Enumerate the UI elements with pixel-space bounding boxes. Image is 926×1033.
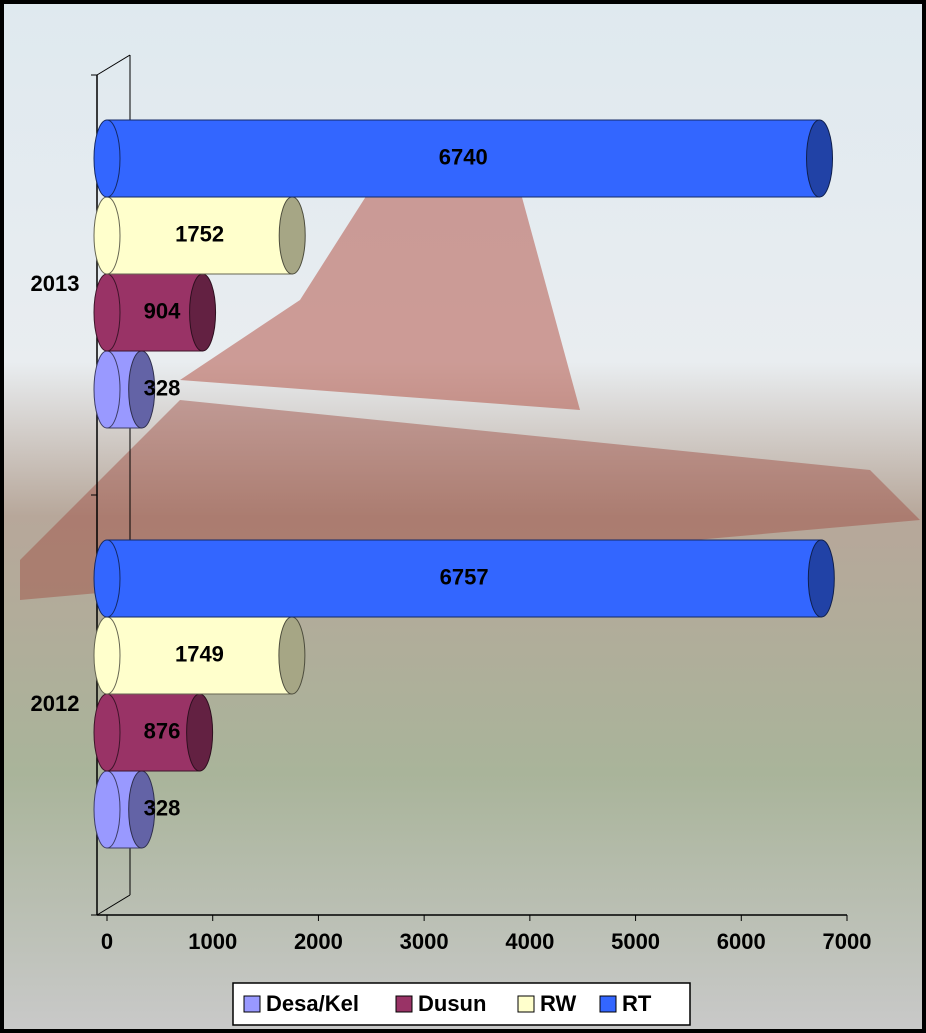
bar-left-cap: [93, 350, 121, 429]
value-label: 328: [144, 795, 181, 820]
bar-end-cap: [278, 616, 306, 695]
legend-swatch: [243, 995, 261, 1013]
value-label: 6757: [440, 564, 489, 589]
bar: [106, 273, 204, 352]
bar-left-cap: [93, 770, 121, 849]
x-tick-label: 5000: [611, 929, 660, 954]
x-tick-label: 2000: [294, 929, 343, 954]
bar-left-cap: [93, 119, 121, 198]
roof-shape: [180, 190, 580, 410]
x-tick-label: 7000: [823, 929, 872, 954]
x-tick-label: 3000: [400, 929, 449, 954]
legend-label: Desa/Kel: [266, 991, 359, 1016]
bar: [106, 616, 293, 695]
value-label: 876: [144, 718, 181, 743]
value-label: 904: [144, 298, 181, 323]
bar-end-cap: [189, 273, 217, 352]
bar-left-cap: [93, 616, 121, 695]
x-tick-label: 1000: [188, 929, 237, 954]
legend-label: Dusun: [418, 991, 486, 1016]
axis-wall: [96, 894, 131, 916]
axis-wall: [96, 54, 131, 76]
bar-end-cap: [807, 539, 835, 618]
value-label: 1749: [175, 641, 224, 666]
bar-end-cap: [186, 693, 214, 772]
bar-left-cap: [93, 196, 121, 275]
legend-swatch: [517, 995, 535, 1013]
bar-left-cap: [93, 539, 121, 618]
value-label: 328: [144, 375, 181, 400]
value-label: 1752: [175, 221, 224, 246]
legend-swatch: [599, 995, 617, 1013]
x-tick-label: 0: [101, 929, 113, 954]
y-tick-label: 2013: [31, 271, 80, 296]
bar: [106, 119, 821, 198]
bar: [106, 196, 293, 275]
legend-label: RW: [540, 991, 576, 1016]
bar-left-cap: [93, 273, 121, 352]
legend-swatch: [395, 995, 413, 1013]
bar-left-cap: [93, 693, 121, 772]
bar-end-cap: [806, 119, 834, 198]
value-label: 6740: [439, 144, 488, 169]
y-tick-label: 2012: [31, 691, 80, 716]
x-tick-label: 4000: [505, 929, 554, 954]
bar-end-cap: [278, 196, 306, 275]
bar: [106, 539, 822, 618]
x-tick-label: 6000: [717, 929, 766, 954]
legend-label: RT: [622, 991, 652, 1016]
